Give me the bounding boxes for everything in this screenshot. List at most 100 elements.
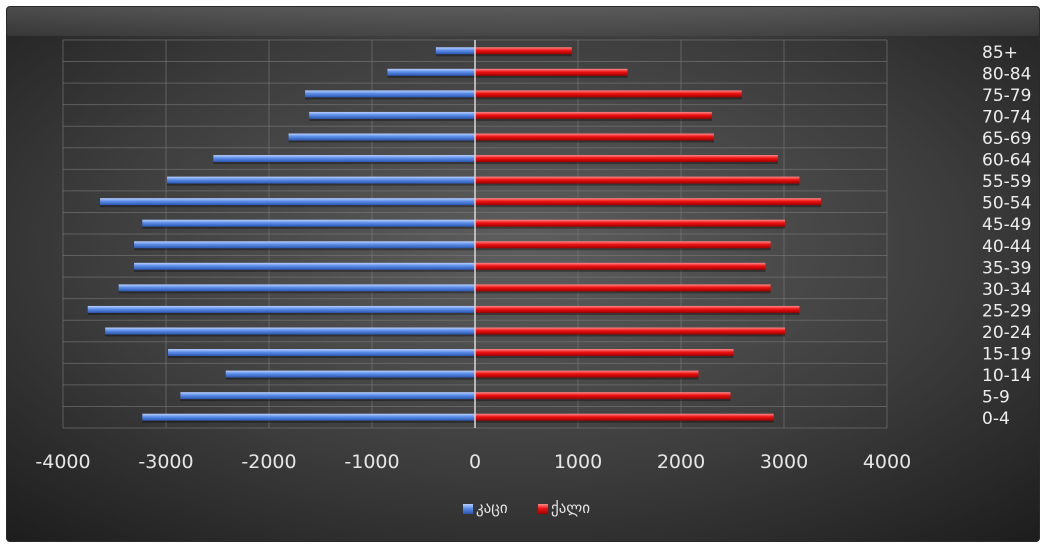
category-label: 50-54 [982,194,1031,214]
bar-male-13 [288,133,475,141]
category-label: 70-74 [982,107,1031,127]
x-tick-label: 2000 [657,451,705,473]
bar-female-1 [475,392,731,400]
bar-female-2 [475,370,699,378]
bar-male-11 [167,176,475,184]
x-tick-label: -1000 [344,451,399,473]
bar-shadow [475,248,771,251]
category-label: 85+ [982,43,1018,63]
bar-female-0 [475,413,774,421]
bar-female-13 [475,133,714,141]
bar-male-0 [142,413,475,421]
bar-male-6 [118,284,476,292]
bar-shadow [213,162,475,165]
bar-shadow [105,334,475,337]
legend-swatch-male [463,504,473,514]
x-tick-label: -3000 [138,451,193,473]
category-label: 65-69 [982,129,1031,149]
bar-male-12 [213,155,475,163]
category-label: 20-24 [982,323,1031,343]
x-tick-label: -4000 [35,451,90,473]
bar-shadow [475,97,742,100]
bar-shadow [225,377,475,380]
category-label: 45-49 [982,215,1031,235]
chart-panel [6,6,1040,542]
bar-shadow [100,205,475,208]
bar-female-8 [475,241,771,249]
legend-label-male: კაცი [476,499,508,517]
bar-shadow [475,334,786,337]
bar-shadow [475,291,771,294]
bar-shadow [87,312,475,315]
bars-layer [87,47,822,423]
bar-shadow [475,399,731,402]
category-label: 60-64 [982,151,1031,171]
bar-male-5 [87,305,475,313]
bar-shadow [475,356,734,359]
bar-shadow [475,183,800,186]
bar-female-9 [475,219,786,227]
bar-shadow [475,162,778,165]
bar-shadow [288,140,475,143]
category-label: 35-39 [982,258,1031,278]
bar-female-5 [475,305,800,313]
category-label: 25-29 [982,301,1031,321]
category-label: 0-4 [982,409,1010,429]
bar-shadow [475,420,774,423]
bar-female-3 [475,349,734,357]
bar-shadow [309,118,475,121]
bar-shadow [167,183,475,186]
category-label: 40-44 [982,237,1031,257]
bar-male-16 [387,68,475,76]
category-label: 30-34 [982,280,1031,300]
bar-male-8 [134,241,475,249]
x-tick-label: 3000 [760,451,808,473]
bar-shadow [180,399,476,402]
bar-shadow [142,226,475,229]
legend-label-female: ქალი [551,499,590,517]
bar-shadow [475,226,786,229]
bar-shadow [475,118,712,121]
bar-male-15 [305,90,475,98]
bar-female-7 [475,262,766,270]
category-label: 80-84 [982,64,1031,84]
bar-male-7 [134,262,475,270]
legend-swatch-female [538,504,548,514]
bar-male-10 [100,198,475,206]
x-tick-label: 4000 [863,451,911,473]
bar-shadow [475,377,699,380]
category-label: 5-9 [982,388,1010,408]
category-label: 10-14 [982,366,1031,386]
bar-female-12 [475,155,778,163]
bar-female-10 [475,198,822,206]
category-label: 75-79 [982,86,1031,106]
bar-shadow [435,54,475,57]
category-label: 55-59 [982,172,1031,192]
bar-male-14 [309,111,475,119]
bar-female-6 [475,284,771,292]
bar-female-14 [475,111,712,119]
bar-male-17 [435,47,475,55]
bar-shadow [475,54,572,57]
bar-shadow [134,248,475,251]
bar-female-4 [475,327,786,335]
chart-panel-border [6,6,1040,542]
bar-shadow [142,420,475,423]
bar-shadow [118,291,476,294]
bar-female-17 [475,47,572,55]
bar-female-16 [475,68,628,76]
bar-shadow [475,140,714,143]
bar-female-11 [475,176,800,184]
bar-male-9 [142,219,475,227]
bar-male-3 [168,349,475,357]
category-label: 15-19 [982,345,1031,365]
bar-shadow [134,269,475,272]
bar-male-2 [225,370,475,378]
bar-shadow [475,269,766,272]
x-tick-label: -2000 [241,451,296,473]
bar-male-4 [105,327,475,335]
chart-panel-bevel [6,6,1040,36]
bar-shadow [475,75,628,78]
